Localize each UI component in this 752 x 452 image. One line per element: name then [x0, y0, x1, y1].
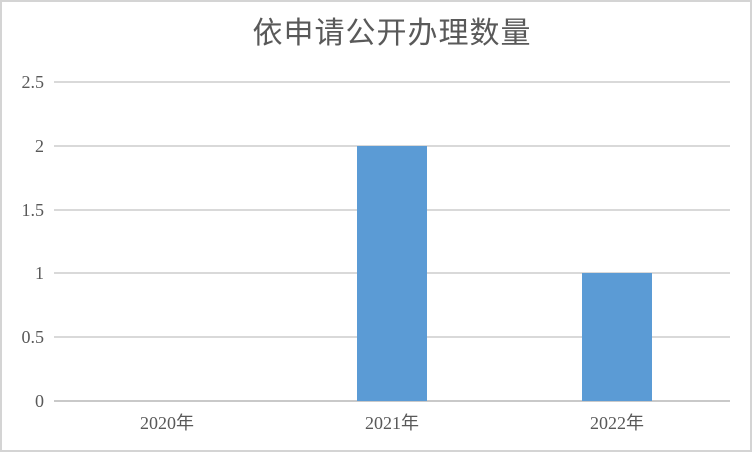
y-tick-label: 2 — [35, 136, 44, 156]
gridline — [54, 81, 730, 83]
y-tick-label: 0.5 — [21, 327, 45, 347]
x-tick-label: 2022年 — [590, 413, 644, 433]
y-tick-label: 1.5 — [21, 200, 45, 220]
y-tick-label: 2.5 — [21, 72, 45, 92]
bar — [357, 146, 427, 401]
x-axis-line — [54, 400, 730, 402]
x-tick-label: 2021年 — [365, 413, 419, 433]
y-tick-label: 1 — [35, 263, 44, 283]
bar — [582, 273, 652, 401]
x-tick-label: 2020年 — [140, 413, 194, 433]
chart-title: 依申请公开办理数量 — [252, 17, 532, 50]
y-tick-label: 0 — [35, 391, 44, 411]
